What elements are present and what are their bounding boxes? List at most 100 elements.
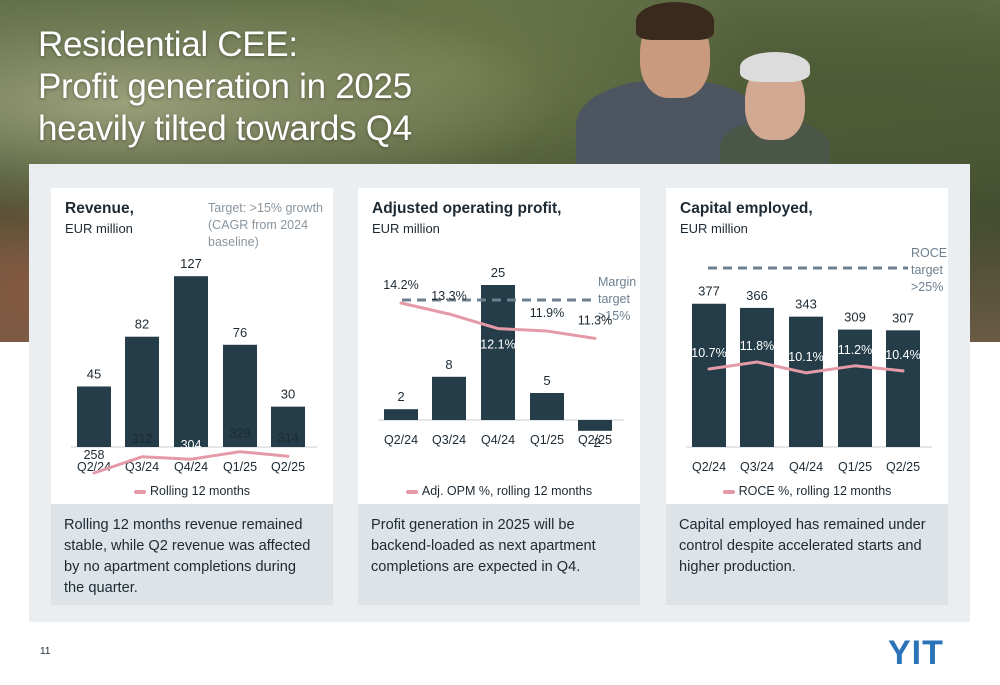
capital-employed-commentary: Capital employed has remained under cont…: [666, 504, 948, 605]
target-line: (CAGR from 2024 baseline): [208, 218, 309, 249]
target-line: Target: >15% growth: [208, 201, 323, 215]
bar-value-label: 343: [795, 297, 817, 312]
bar: [223, 344, 257, 447]
legend-swatch: [133, 489, 146, 494]
bar: [886, 330, 920, 447]
line-value-label: 258: [84, 448, 105, 462]
bar: [692, 303, 726, 447]
bar: [530, 393, 564, 420]
chart-header: Capital employed, EUR million: [680, 200, 813, 236]
bar-value-label: 307: [892, 310, 914, 325]
chart-header: Revenue, EUR million: [65, 200, 134, 236]
x-tick-label: Q2/24: [692, 460, 726, 474]
x-tick-label: Q3/24: [432, 433, 466, 447]
bar-value-label: 45: [87, 366, 101, 381]
bar: [838, 329, 872, 447]
x-tick-label: Q3/24: [740, 460, 774, 474]
line-value-label: 10.1%: [788, 350, 823, 364]
line-value-label: 11.2%: [838, 343, 873, 357]
line-value-label: 12.1%: [480, 338, 515, 352]
capital-employed-chart: 377 366 343 309 307 Q2/24 Q3/24 Q4/24 Q1/25 Q2/25…: [686, 246, 947, 474]
bar: [740, 307, 774, 447]
target-label: >15%: [598, 309, 630, 323]
chart-legend: Adj. OPM %, rolling 12 months: [358, 484, 640, 498]
slide-title-line: Residential CEE:: [38, 25, 298, 64]
operating-profit-chart: 2 8 25 5 -2 Q2/24 Q3/24 Q4/24 Q1/25 Q2/25 Margin ta…: [378, 265, 636, 450]
line-value-label: 11.8%: [740, 339, 775, 353]
line-value-label: 312: [132, 432, 153, 446]
bar-value-label: -2: [589, 435, 601, 450]
logo-text: YIT: [888, 636, 944, 668]
person-photo: [740, 52, 810, 82]
chart-unit: EUR million: [372, 221, 440, 236]
x-tick-label: Q4/24: [789, 460, 823, 474]
bar-value-label: 309: [844, 310, 866, 325]
chart-legend: ROCE %, rolling 12 months: [666, 484, 948, 498]
chart-unit: EUR million: [65, 221, 133, 236]
bar: [789, 316, 823, 447]
chart-title: Revenue,: [65, 200, 134, 217]
slide-title-line: Profit generation in 2025: [38, 67, 412, 106]
operating-profit-commentary: Profit generation in 2025 will be backen…: [358, 504, 640, 605]
page-number: 11: [40, 646, 51, 657]
bar: [481, 285, 515, 420]
bar-value-label: 366: [746, 288, 768, 303]
bar-value-label: 25: [491, 265, 505, 280]
revenue-commentary: Rolling 12 months revenue remained stabl…: [51, 504, 333, 605]
bar-value-label: 76: [233, 325, 247, 340]
line-value-label: 11.9%: [530, 306, 565, 320]
operating-profit-chart-card: Adjusted operating profit, EUR million 2…: [358, 188, 640, 504]
line-value-label: 10.7%: [691, 346, 726, 360]
x-tick-label: Q1/25: [223, 460, 257, 474]
line-value-label: 14.2%: [383, 278, 418, 292]
line-value-label: 304: [181, 438, 202, 452]
x-tick-label: Q2/25: [271, 460, 305, 474]
bar: [432, 376, 466, 420]
person-photo: [636, 2, 714, 40]
legend-label: Adj. OPM %, rolling 12 months: [421, 484, 593, 498]
slide-title-line: heavily tilted towards Q4: [38, 109, 412, 148]
target-label: target: [598, 292, 630, 306]
legend-swatch: [405, 489, 418, 494]
bar-value-label: 2: [397, 389, 404, 404]
yit-logo: YIT: [888, 636, 944, 668]
line-value-label: 329: [230, 427, 251, 441]
legend-label: Rolling 12 months: [149, 484, 251, 498]
bar-value-label: 8: [445, 357, 452, 372]
legend-swatch: [722, 489, 735, 494]
target-label: ROCE: [911, 246, 947, 260]
bar: [174, 276, 208, 447]
bar: [125, 336, 159, 447]
target-label: >25%: [911, 280, 943, 294]
revenue-chart-card: Revenue, EUR million Target: >15% growth…: [51, 188, 333, 504]
target-label: Margin: [598, 275, 636, 289]
line-value-label: 314: [278, 431, 299, 445]
legend-label: ROCE %, rolling 12 months: [738, 484, 892, 498]
x-tick-label: Q2/25: [886, 460, 920, 474]
chart-title: Capital employed,: [680, 200, 813, 217]
x-tick-label: Q3/24: [125, 460, 159, 474]
line-value-label: 13.3%: [431, 289, 466, 303]
x-tick-label: Q2/25: [578, 433, 612, 447]
bar: [578, 420, 612, 431]
target-label: target: [911, 263, 943, 277]
chart-header: Adjusted operating profit, EUR million: [372, 200, 561, 236]
x-tick-label: Q4/24: [174, 460, 208, 474]
bar-value-label: 30: [281, 387, 295, 402]
bar-value-label: 377: [698, 284, 720, 299]
line-value-label: 11.3%: [578, 313, 613, 327]
bar: [77, 386, 111, 447]
chart-legend: Rolling 12 months: [51, 484, 333, 498]
x-tick-label: Q1/25: [838, 460, 872, 474]
growth-target-text: Target: >15% growth (CAGR from 2024 base…: [208, 200, 333, 251]
bar-value-label: 82: [135, 317, 149, 332]
x-tick-label: Q4/24: [481, 433, 515, 447]
slide-title: Residential CEE: Profit generation in 20…: [38, 24, 412, 150]
bar: [271, 406, 305, 447]
bar-value-label: 127: [180, 256, 202, 271]
line-value-label: 10.4%: [885, 348, 920, 362]
bar-value-label: 5: [543, 373, 550, 388]
x-tick-label: Q2/24: [384, 433, 418, 447]
bar: [384, 409, 418, 420]
